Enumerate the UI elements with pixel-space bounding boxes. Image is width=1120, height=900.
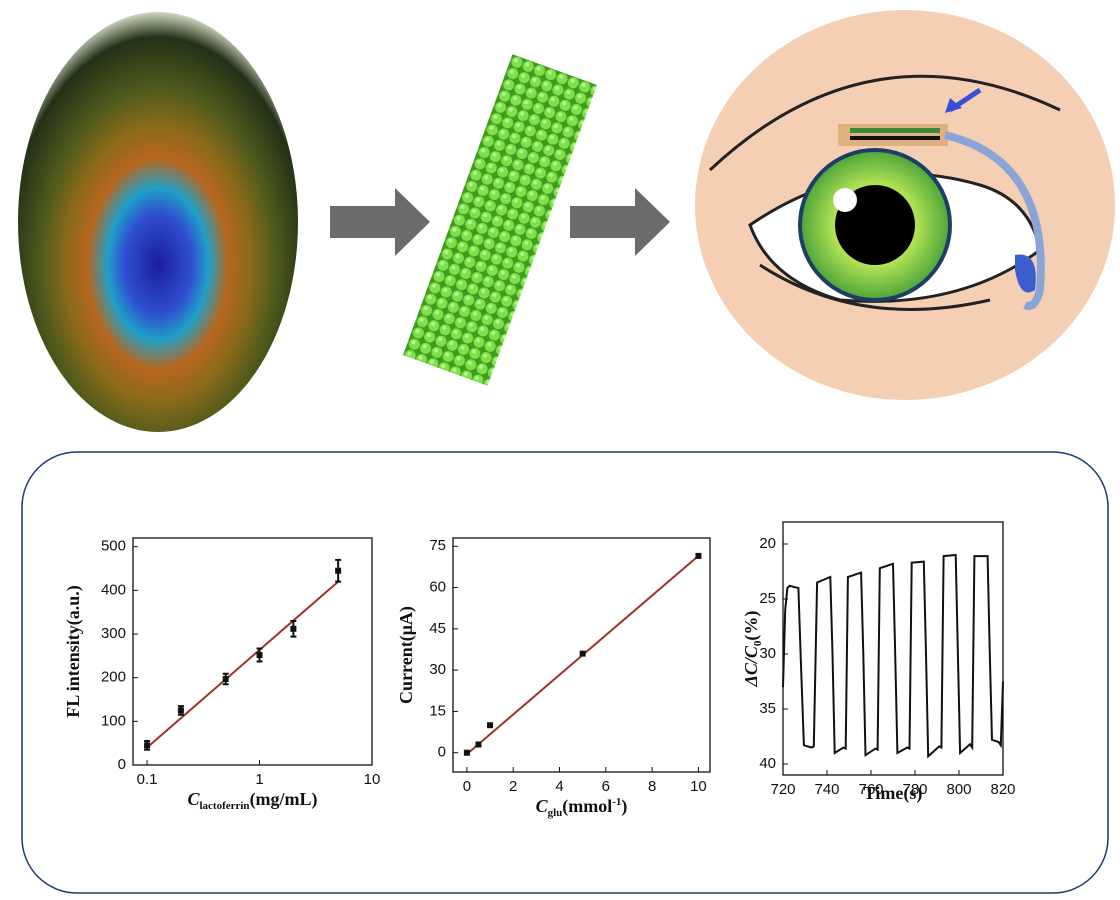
x-tick-label: 10 bbox=[364, 771, 381, 788]
y-tick-label: 0 bbox=[118, 756, 126, 773]
data-point bbox=[335, 567, 342, 574]
y-tick-label: 60 bbox=[429, 579, 446, 596]
axis-label: Time(s) bbox=[864, 783, 923, 804]
axis-label-part: ) bbox=[621, 796, 627, 817]
axis-label-part: C bbox=[536, 796, 549, 816]
data-line bbox=[782, 553, 1004, 759]
data-point bbox=[475, 741, 482, 748]
data-point bbox=[463, 749, 470, 756]
data-point bbox=[579, 650, 586, 657]
x-tick-label: 740 bbox=[814, 781, 839, 798]
axis-label-part: glu bbox=[548, 807, 563, 819]
axis-label: Clactoferrin(mg/mL) bbox=[187, 789, 317, 811]
y-tick-label: 15 bbox=[429, 702, 446, 719]
data-point bbox=[695, 552, 702, 559]
axis-label: Current(μA) bbox=[396, 606, 417, 704]
y-tick-label: 25 bbox=[759, 590, 776, 607]
data-point bbox=[487, 722, 494, 729]
x-tick-label: 800 bbox=[946, 781, 971, 798]
plot-frame bbox=[782, 521, 1004, 776]
panel-frame bbox=[21, 451, 1109, 894]
axis-label-part: 0 bbox=[752, 640, 764, 646]
photonic-strip bbox=[402, 54, 598, 386]
axis-label-part: lactoferrin bbox=[199, 800, 249, 812]
x-tick-label: 820 bbox=[990, 781, 1015, 798]
axis-label-part: ΔC/C bbox=[741, 645, 761, 687]
y-tick-label: 20 bbox=[759, 535, 776, 552]
data-point bbox=[144, 742, 151, 749]
x-tick-label: 1 bbox=[255, 771, 263, 788]
axis-label-part: (mmol bbox=[562, 796, 612, 817]
axis-label: ΔC/C0(%) bbox=[741, 611, 763, 688]
axis-label-part: -1 bbox=[612, 796, 621, 808]
plot-frame bbox=[452, 537, 711, 773]
y-tick-label: 75 bbox=[429, 537, 446, 554]
x-tick-label: 720 bbox=[770, 781, 795, 798]
x-tick-label: 760 bbox=[858, 781, 883, 798]
y-tick-label: 500 bbox=[101, 538, 126, 555]
y-tick-label: 30 bbox=[429, 661, 446, 678]
x-tick-label: 10 bbox=[690, 778, 707, 795]
axis-label-part: (mg/mL) bbox=[250, 789, 318, 810]
data-point bbox=[256, 651, 263, 658]
y-tick-label: 35 bbox=[759, 700, 776, 717]
data-point bbox=[222, 676, 229, 683]
fit-line bbox=[146, 580, 339, 749]
axis-label-part: (%) bbox=[741, 611, 762, 641]
y-tick-label: 30 bbox=[759, 645, 776, 662]
x-tick-label: 0 bbox=[463, 778, 471, 795]
x-tick-label: 0.1 bbox=[137, 771, 158, 788]
plot-frame bbox=[132, 537, 373, 766]
x-tick-label: 2 bbox=[509, 778, 517, 795]
x-tick-label: 6 bbox=[602, 778, 610, 795]
axis-label: FL intensity(a.u.) bbox=[63, 585, 84, 718]
x-tick-label: 4 bbox=[555, 778, 563, 795]
data-point bbox=[177, 707, 184, 714]
peacock-feather bbox=[18, 12, 298, 432]
illustration bbox=[18, 10, 1115, 432]
y-tick-label: 100 bbox=[101, 712, 126, 729]
y-tick-label: 40 bbox=[759, 755, 776, 772]
arrow bbox=[330, 188, 430, 256]
y-tick-label: 400 bbox=[101, 581, 126, 598]
y-tick-label: 0 bbox=[438, 744, 446, 761]
y-tick-label: 45 bbox=[429, 620, 446, 637]
axis-label-part: C bbox=[187, 789, 200, 809]
y-tick-label: 300 bbox=[101, 625, 126, 642]
arrow bbox=[570, 188, 670, 256]
data-point bbox=[290, 625, 297, 632]
y-tick-label: 200 bbox=[101, 669, 126, 686]
x-tick-label: 780 bbox=[902, 781, 927, 798]
axis-label: Cglu(mmol-1) bbox=[536, 796, 628, 819]
x-tick-label: 8 bbox=[648, 778, 656, 795]
eye-illustration bbox=[695, 10, 1115, 400]
